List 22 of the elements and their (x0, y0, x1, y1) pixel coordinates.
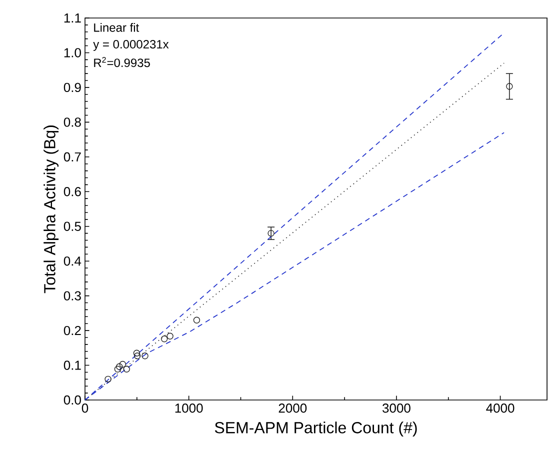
y-tick-label: 0.7 (64, 152, 81, 162)
y-tick-label: 0.0 (64, 395, 81, 405)
y-tick-label: 1.0 (64, 48, 81, 58)
x-tick-label: 3000 (382, 404, 410, 413)
y-tick-label: 1.1 (64, 14, 81, 22)
x-tick-label: 2000 (278, 404, 307, 413)
y-tick-label: 0.6 (64, 187, 81, 196)
annotation: R$^{2}$=0.9935 (94, 57, 150, 68)
annotation: Linear fit (94, 23, 140, 32)
y-tick-label: 0.2 (64, 326, 81, 336)
y-tick-label: 0.9 (64, 82, 81, 92)
annotation: y = 0.000231x (93, 40, 169, 51)
y-axis-title: Total Alpha Activity (Bq) (44, 126, 59, 294)
x-tick-label: 4000 (486, 404, 514, 413)
x-tick-label: 1000 (175, 404, 203, 413)
y-tick-label: 0.8 (64, 118, 81, 127)
y-tick-label: 0.3 (64, 291, 81, 300)
y-tick-label: 0.5 (64, 222, 81, 231)
y-tick-label: 0.1 (64, 360, 81, 370)
y-tick-label: 0.4 (64, 256, 82, 266)
x-tick-label: 0 (82, 404, 88, 413)
x-axis-title: SEM-APM Particle Count (#) (214, 422, 417, 437)
